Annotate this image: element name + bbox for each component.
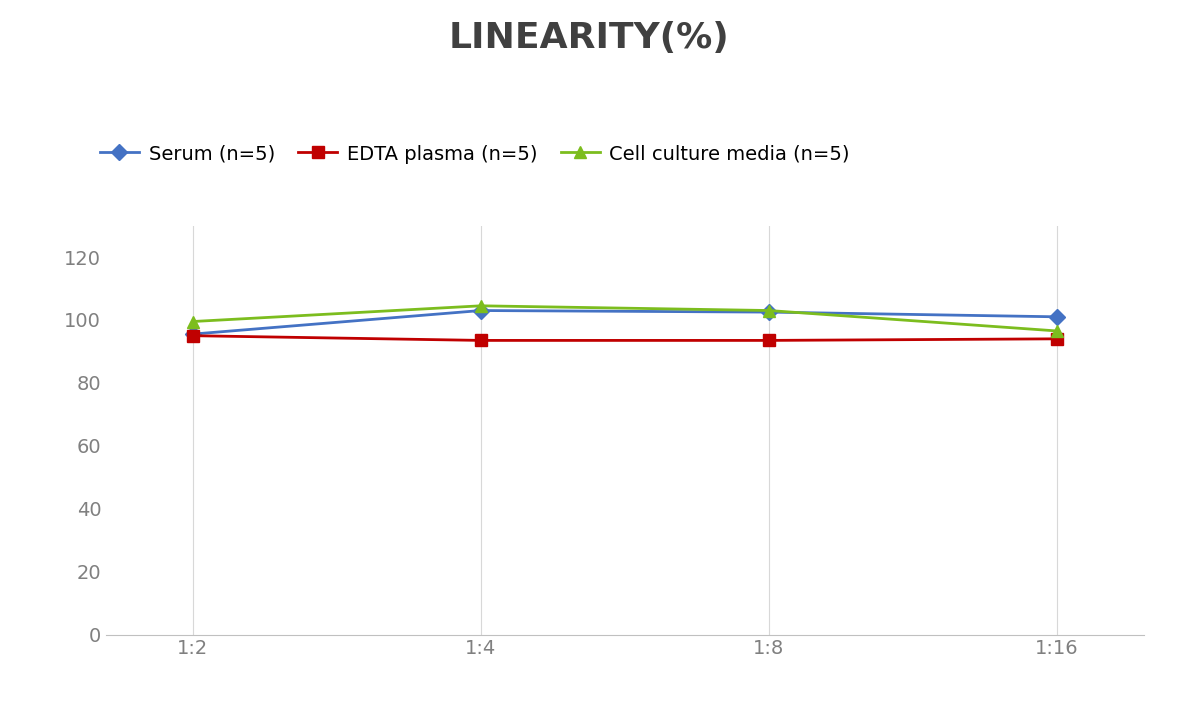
Serum (n=5): [185, 330, 199, 338]
EDTA plasma (n=5): [1050, 335, 1065, 343]
Line: Serum (n=5): Serum (n=5): [187, 305, 1062, 340]
Text: LINEARITY(%): LINEARITY(%): [449, 21, 730, 55]
Line: EDTA plasma (n=5): EDTA plasma (n=5): [187, 330, 1062, 346]
EDTA plasma (n=5): [762, 336, 776, 345]
Serum (n=5): [1050, 312, 1065, 321]
Serum (n=5): [762, 308, 776, 317]
EDTA plasma (n=5): [185, 331, 199, 340]
Cell culture media (n=5): [185, 317, 199, 326]
EDTA plasma (n=5): [474, 336, 488, 345]
Line: Cell culture media (n=5): Cell culture media (n=5): [186, 300, 1063, 337]
Cell culture media (n=5): [762, 306, 776, 314]
Legend: Serum (n=5), EDTA plasma (n=5), Cell culture media (n=5): Serum (n=5), EDTA plasma (n=5), Cell cul…: [92, 137, 857, 171]
Cell culture media (n=5): [474, 302, 488, 310]
Serum (n=5): [474, 306, 488, 314]
Cell culture media (n=5): [1050, 326, 1065, 335]
